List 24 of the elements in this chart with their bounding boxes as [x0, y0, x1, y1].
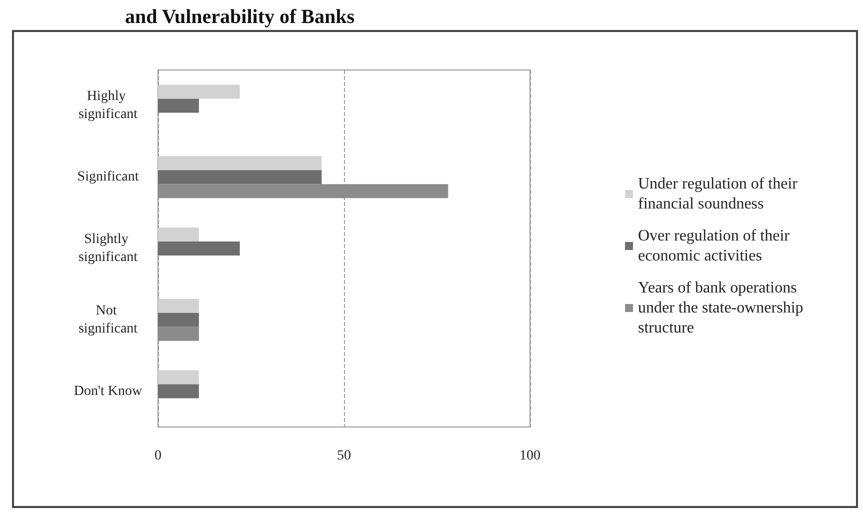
y-tick-label: Highly significant [78, 89, 138, 122]
bar [158, 170, 322, 184]
chart-title: and Vulnerability of Banks [125, 6, 355, 28]
x-tick-label: 50 [337, 448, 351, 464]
y-tick-label: Not significant [78, 303, 138, 336]
x-tick-label: 0 [154, 448, 162, 464]
x-tick-label: 100 [520, 448, 540, 464]
bar [158, 98, 199, 113]
y-tick-label: Significant [77, 170, 139, 185]
bar [158, 384, 199, 398]
bar [158, 84, 240, 99]
bar [158, 184, 448, 198]
bar [158, 298, 199, 313]
legend-label: Over regulation of their economic activities [638, 228, 794, 264]
bar [158, 370, 199, 384]
bar [158, 228, 199, 242]
bar [158, 312, 199, 327]
y-tick-label: Slightly significant [78, 232, 138, 265]
bar [158, 156, 322, 170]
legend-label: Under regulation of their financial soundness [638, 176, 802, 212]
y-tick-label: Don't Know [74, 384, 144, 399]
legend-label: Years of bank operations under the state-ownership structure [638, 280, 808, 336]
bar [158, 326, 199, 341]
bar [158, 242, 240, 256]
